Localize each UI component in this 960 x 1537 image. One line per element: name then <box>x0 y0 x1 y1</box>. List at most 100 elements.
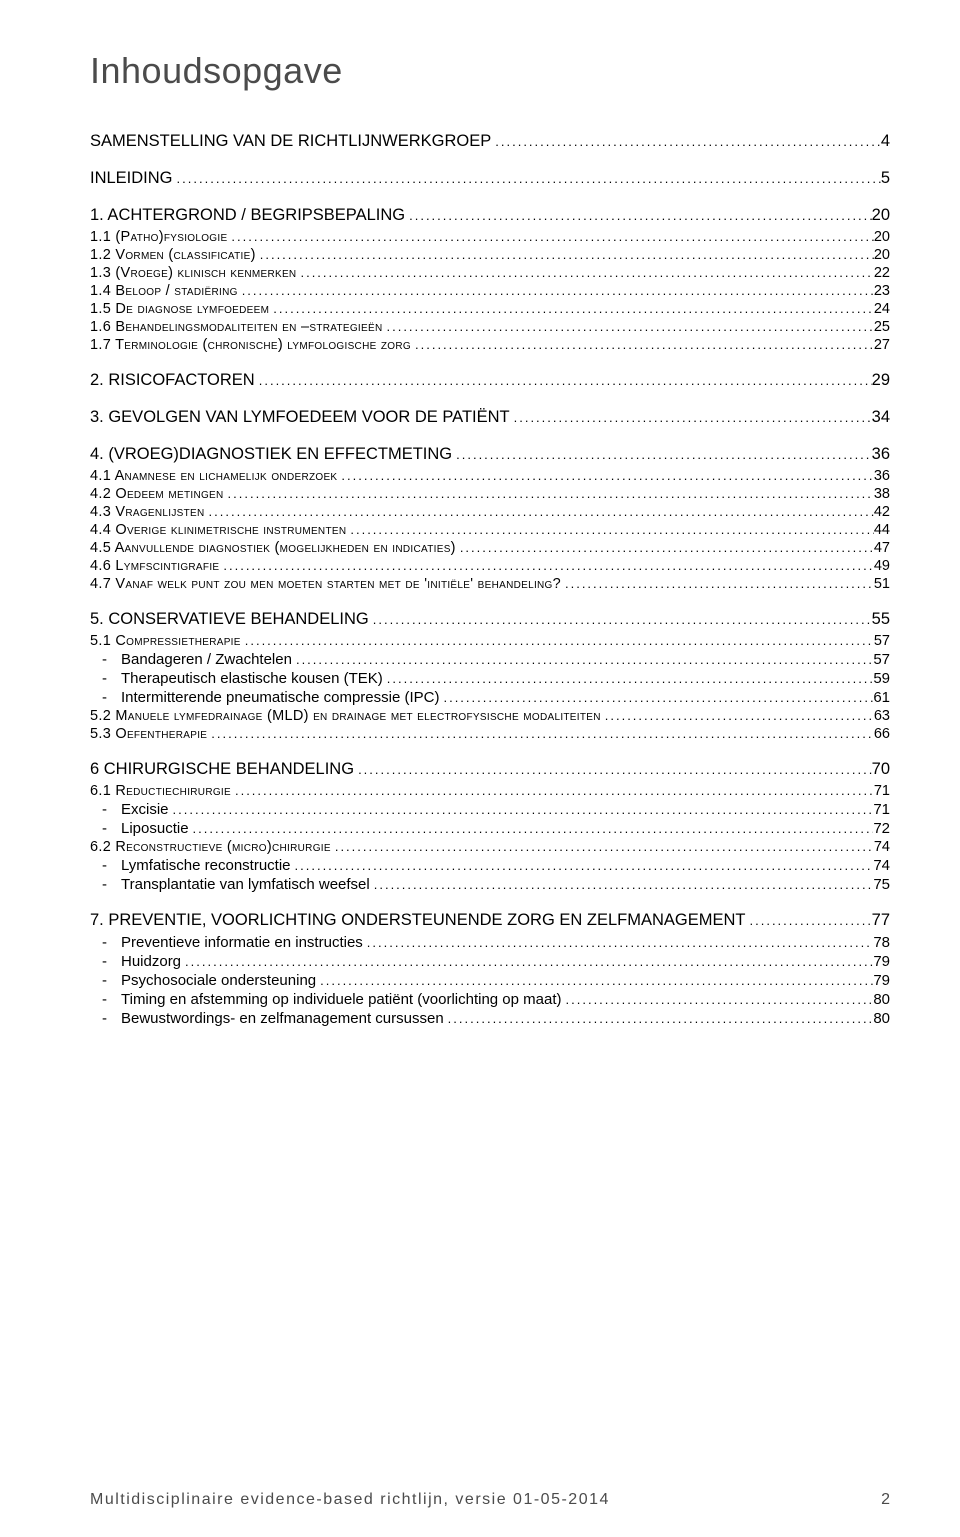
bullet-dash: - <box>102 934 107 951</box>
toc-page: 47 <box>874 540 890 556</box>
toc-page: 57 <box>873 651 890 668</box>
bullet-dash: - <box>102 801 107 818</box>
toc-label: 6 CHIRURGISCHE BEHANDELING <box>90 760 354 779</box>
toc-page: 61 <box>873 689 890 706</box>
toc-label: Psychosociale ondersteuning <box>121 972 316 989</box>
dot-leader <box>382 319 873 334</box>
toc-label: 4.2 Oedeem metingen <box>90 486 224 502</box>
bullet-dash: - <box>102 953 107 970</box>
footer-page-number: 2 <box>881 1491 890 1509</box>
toc-label: 5.2 Manuele lymfedrainage (MLD) en drain… <box>90 708 601 724</box>
toc-entry-level1: 6.1 Reductiechirurgie71 <box>90 783 890 799</box>
toc-entry-level0: 7. PREVENTIE, VOORLICHTING ONDERSTEUNEND… <box>90 911 890 930</box>
dot-leader <box>207 726 874 741</box>
toc-page: 74 <box>873 857 890 874</box>
dot-leader <box>189 821 874 836</box>
dot-leader <box>383 671 874 686</box>
bullet-dash: - <box>102 991 107 1008</box>
dot-leader <box>238 283 874 298</box>
dot-leader <box>561 576 874 591</box>
toc-entry-level1: 6.2 Reconstructieve (micro)chirurgie74 <box>90 839 890 855</box>
toc-label: Intermitterende pneumatische compressie … <box>121 689 439 706</box>
page-container: Inhoudsopgave SAMENSTELLING VAN DE RICHT… <box>0 0 960 1537</box>
toc-label: Excisie <box>121 801 169 818</box>
toc-page: 55 <box>872 610 890 629</box>
dot-leader <box>173 171 881 186</box>
toc-label: 1.2 Vormen (classificatie) <box>90 247 256 263</box>
dot-leader <box>411 337 874 352</box>
toc-label: 1.3 (Vroege) klinisch kenmerken <box>90 265 296 281</box>
toc-label: 1.1 (Patho)fysiologie <box>90 229 227 245</box>
toc-line: Therapeutisch elastische kousen (TEK) 59 <box>121 670 890 687</box>
dot-leader <box>205 504 874 519</box>
toc-line: Excisie 71 <box>121 801 890 818</box>
toc-entry-level0: SAMENSTELLING VAN DE RICHTLIJNWERKGROEP4 <box>90 132 890 151</box>
toc-label: 4.4 Overige klinimetrische instrumenten <box>90 522 346 538</box>
toc-entry-level0: INLEIDING5 <box>90 169 890 188</box>
dot-leader <box>181 954 873 969</box>
footer-text: Multidisciplinaire evidence-based richtl… <box>90 1491 610 1509</box>
dot-leader <box>746 913 872 928</box>
dot-leader <box>491 134 881 149</box>
toc-page: 66 <box>874 726 890 742</box>
toc-label: 4.1 Anamnese en lichamelijk onderzoek <box>90 468 337 484</box>
toc-entry-level2: -Timing en afstemming op individuele pat… <box>90 991 890 1008</box>
toc-page: 71 <box>873 801 890 818</box>
toc-page: 63 <box>874 708 890 724</box>
toc-page: 57 <box>874 633 890 649</box>
toc-page: 77 <box>872 911 890 930</box>
toc-entry-level1: 1.1 (Patho)fysiologie 20 <box>90 229 890 245</box>
toc-entry-level1: 1.7 Terminologie (chronische) lymfologis… <box>90 337 890 353</box>
toc-page: 38 <box>874 486 890 502</box>
toc-entry-level0: 5. CONSERVATIEVE BEHANDELING 55 <box>90 610 890 629</box>
toc-page: 20 <box>874 247 890 263</box>
toc-line: Liposuctie72 <box>121 820 890 837</box>
dot-leader <box>405 208 872 223</box>
toc-entry-level1: 1.5 De diagnose lymfoedeem24 <box>90 301 890 317</box>
toc-page: 25 <box>874 319 890 335</box>
toc-entry-level2: -Bewustwordings- en zelfmanagement cursu… <box>90 1010 890 1027</box>
dot-leader <box>369 612 872 627</box>
toc-entry-level0: 1. ACHTERGROND / BEGRIPSBEPALING20 <box>90 206 890 225</box>
toc-label: 3. GEVOLGEN VAN LYMFOEDEEM VOOR DE PATIË… <box>90 408 510 427</box>
toc-label: 5. CONSERVATIEVE BEHANDELING <box>90 610 369 629</box>
toc-entry-level2: -Bandageren / Zwachtelen57 <box>90 651 890 668</box>
bullet-dash: - <box>102 820 107 837</box>
toc-page: 36 <box>874 468 890 484</box>
toc-entry-level1: 1.2 Vormen (classificatie) 20 <box>90 247 890 263</box>
toc-line: Bandageren / Zwachtelen57 <box>121 651 890 668</box>
toc-page: 42 <box>874 504 890 520</box>
dot-leader <box>224 486 874 501</box>
toc-entry-level1: 5.3 Oefentherapie66 <box>90 726 890 742</box>
toc-line: Lymfatische reconstructie74 <box>121 857 890 874</box>
toc-entry-level2: -Intermitterende pneumatische compressie… <box>90 689 890 706</box>
dot-leader <box>316 973 873 988</box>
toc-entry-level1: 4.7 Vanaf welk punt zou men moeten start… <box>90 576 890 592</box>
toc-page: 70 <box>872 760 890 779</box>
toc-entry-level2: -Excisie 71 <box>90 801 890 818</box>
toc-entry-level1: 5.2 Manuele lymfedrainage (MLD) en drain… <box>90 708 890 724</box>
dot-leader <box>296 265 873 280</box>
toc-entry-level0: 6 CHIRURGISCHE BEHANDELING 70 <box>90 760 890 779</box>
toc-page: 29 <box>872 371 890 390</box>
toc-entry-level2: -Preventieve informatie en instructies78 <box>90 934 890 951</box>
dot-leader <box>354 762 872 777</box>
dot-leader <box>337 468 873 483</box>
toc-page: 20 <box>874 229 890 245</box>
toc-page: 59 <box>873 670 890 687</box>
toc-label: Therapeutisch elastische kousen (TEK) <box>121 670 383 687</box>
toc-entry-level2: -Transplantatie van lymfatisch weefsel75 <box>90 876 890 893</box>
dot-leader <box>439 690 873 705</box>
toc-label: Preventieve informatie en instructies <box>121 934 363 951</box>
toc-entry-level1: 4.2 Oedeem metingen 38 <box>90 486 890 502</box>
dot-leader <box>231 783 874 798</box>
toc-label: 6.2 Reconstructieve (micro)chirurgie <box>90 839 331 855</box>
toc-page: 80 <box>873 1010 890 1027</box>
dot-leader <box>331 839 874 854</box>
toc-label: 4.7 Vanaf welk punt zou men moeten start… <box>90 576 561 592</box>
toc-page: 36 <box>872 445 890 464</box>
toc-entry-level1: 4.3 Vragenlijsten42 <box>90 504 890 520</box>
toc-label: SAMENSTELLING VAN DE RICHTLIJNWERKGROEP <box>90 132 491 151</box>
toc-entry-level2: -Liposuctie72 <box>90 820 890 837</box>
toc-label: 4.5 Aanvullende diagnostiek (mogelijkhed… <box>90 540 456 556</box>
